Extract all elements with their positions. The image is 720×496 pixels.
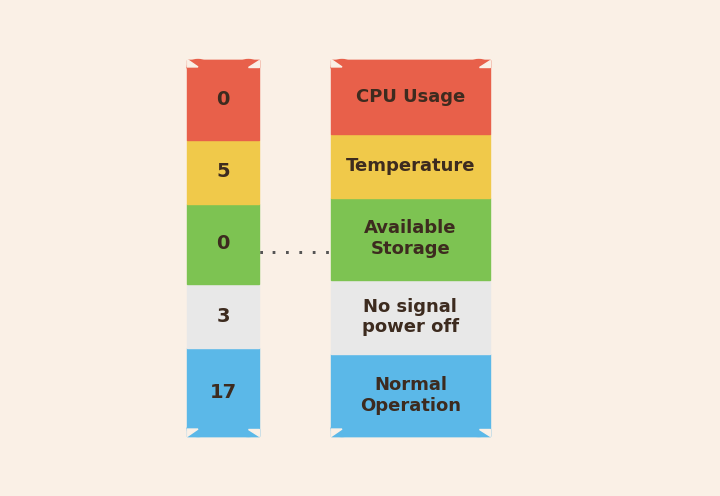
Polygon shape [479, 429, 490, 436]
Polygon shape [331, 429, 342, 436]
Polygon shape [248, 60, 259, 67]
Text: 0: 0 [217, 90, 230, 109]
Bar [331, 197, 490, 280]
Text: 5: 5 [217, 162, 230, 182]
Bar [187, 348, 259, 436]
Bar [331, 280, 490, 354]
Bar [331, 429, 490, 436]
Polygon shape [331, 60, 342, 67]
Bar [187, 60, 259, 140]
Bar [187, 204, 259, 284]
Circle shape [187, 422, 209, 436]
Bar [187, 429, 259, 436]
Polygon shape [248, 429, 259, 436]
Polygon shape [479, 60, 490, 67]
Bar [187, 140, 259, 204]
Text: 3: 3 [217, 307, 230, 326]
Bar [331, 134, 490, 197]
Bar [187, 284, 259, 348]
Bar [331, 354, 490, 436]
Text: Available
Storage: Available Storage [364, 219, 456, 258]
Bar [187, 60, 259, 67]
Circle shape [238, 60, 259, 74]
Circle shape [331, 60, 353, 74]
Bar [331, 60, 490, 134]
Circle shape [468, 60, 490, 74]
Circle shape [187, 60, 209, 74]
Text: 17: 17 [210, 383, 237, 402]
Polygon shape [187, 60, 198, 67]
Text: CPU Usage: CPU Usage [356, 88, 465, 106]
Polygon shape [187, 429, 198, 436]
Circle shape [468, 422, 490, 436]
Text: Normal
Operation: Normal Operation [360, 376, 461, 415]
Text: Temperature: Temperature [346, 157, 475, 175]
Text: ......: ...... [255, 238, 336, 258]
Bar [331, 60, 490, 67]
Text: No signal
power off: No signal power off [362, 298, 459, 336]
Circle shape [331, 422, 353, 436]
Circle shape [238, 422, 259, 436]
Text: 0: 0 [217, 235, 230, 253]
